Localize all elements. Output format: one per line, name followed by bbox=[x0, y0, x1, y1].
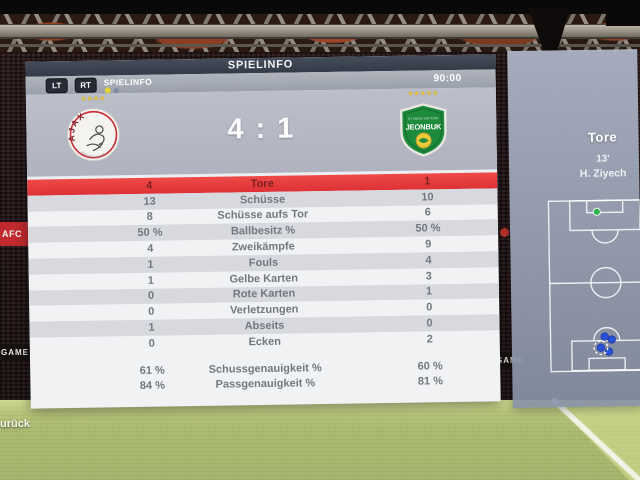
stat-label: Verletzungen bbox=[229, 303, 299, 317]
mini-pitch bbox=[547, 198, 640, 373]
away-stars: ★★★★★ bbox=[407, 90, 439, 98]
stat-label: Schussgenauigkeit % bbox=[208, 361, 322, 376]
shot-markers-icon bbox=[596, 332, 616, 356]
stat-away-value: 0 bbox=[426, 301, 433, 314]
goal-marker-icon bbox=[592, 207, 601, 216]
stats-table: 4 Tore 1 13 Schüsse 10 8 Schüsse aufs To… bbox=[27, 172, 500, 396]
roof-corner bbox=[606, 0, 640, 26]
tab-spielinfo[interactable]: SPIELINFO bbox=[103, 76, 153, 88]
roof-rail bbox=[0, 44, 640, 47]
ad-board-left: GAME bbox=[0, 345, 30, 360]
stat-home-value: 4 bbox=[146, 179, 153, 192]
stat-label: Abseits bbox=[244, 319, 285, 333]
stat-away-value: 60 % bbox=[417, 359, 443, 373]
page-dot-icon[interactable] bbox=[113, 87, 119, 93]
goals-panel: Tore 13' H. Ziyech bbox=[507, 49, 640, 409]
stat-home-value: 8 bbox=[146, 211, 153, 224]
stat-home-value: 61 % bbox=[139, 364, 165, 377]
stat-away-value: 0 bbox=[426, 317, 433, 330]
stat-away-value: 2 bbox=[426, 333, 433, 346]
stat-away-value: 9 bbox=[425, 238, 432, 251]
stat-home-value: 50 % bbox=[137, 226, 163, 240]
stat-home-value: 4 bbox=[147, 242, 154, 255]
stat-label: Ecken bbox=[248, 335, 282, 349]
goal-scorer: H. Ziyech bbox=[579, 167, 627, 181]
stat-home-value: 0 bbox=[147, 290, 155, 303]
rt-button[interactable]: RT bbox=[74, 77, 97, 93]
stat-away-value: 10 bbox=[421, 191, 434, 204]
stat-home-value: 1 bbox=[148, 321, 155, 334]
crowd-flag-icon bbox=[500, 228, 509, 237]
stat-home-value: 1 bbox=[147, 258, 154, 271]
away-crest-label: JEONBUK bbox=[405, 122, 442, 132]
stadium-roof bbox=[0, 0, 640, 14]
stat-away-value: 6 bbox=[424, 206, 431, 219]
afc-banner: AFC bbox=[0, 222, 29, 246]
back-button-hint[interactable]: urück bbox=[0, 418, 30, 430]
player-figure-icon bbox=[86, 125, 105, 152]
stat-away-value: 3 bbox=[425, 270, 432, 283]
lt-button[interactable]: LT bbox=[45, 78, 68, 94]
stat-label: Fouls bbox=[248, 256, 279, 270]
stat-away-value: 50 % bbox=[415, 222, 441, 235]
home-stars: ★★★★ bbox=[80, 95, 106, 103]
stat-label: Passgenauigkeit % bbox=[215, 377, 316, 392]
stat-home-value: 0 bbox=[148, 305, 155, 319]
home-crest-ajax: AJAX AMSTERDAM bbox=[66, 108, 120, 162]
stat-home-value: 13 bbox=[143, 195, 156, 208]
stats-panel: SPIELINFO LT RT SPIELINFO 90:00 ★★★★ ★★★… bbox=[25, 54, 501, 409]
crest-ball-detail bbox=[418, 137, 429, 143]
stat-label: Ballbesitz % bbox=[230, 224, 296, 238]
scoreboard: ★★★★ ★★★★★ AJAX AMSTERDAM bbox=[25, 87, 498, 177]
stat-away-value: 1 bbox=[424, 175, 431, 188]
away-crest-jeonbuk: HYUNDAI MOTORS JEONBUK bbox=[399, 103, 447, 157]
stat-away-value: 4 bbox=[425, 254, 432, 267]
goal-minute: 13' bbox=[596, 153, 610, 165]
stat-label: Gelbe Karten bbox=[229, 272, 299, 286]
stat-label: Schüsse aufs Tor bbox=[217, 208, 309, 223]
match-clock: 90:00 bbox=[433, 72, 462, 85]
roof-beam bbox=[0, 24, 640, 39]
stat-label: Zweikämpfe bbox=[231, 240, 295, 254]
stat-home-value: 0 bbox=[148, 337, 155, 350]
stat-away-value: 81 % bbox=[417, 375, 444, 389]
stat-away-value: 1 bbox=[425, 285, 433, 298]
stat-label: Tore bbox=[250, 177, 274, 191]
pitch-grass bbox=[0, 400, 640, 480]
stat-home-value: 84 % bbox=[139, 380, 166, 393]
stat-label: Rote Karten bbox=[232, 287, 296, 301]
goals-heading: Tore bbox=[587, 129, 618, 145]
stat-home-value: 1 bbox=[147, 274, 154, 287]
away-crest-sublabel: HYUNDAI MOTORS bbox=[408, 116, 438, 120]
stat-label: Schüsse bbox=[239, 193, 286, 207]
